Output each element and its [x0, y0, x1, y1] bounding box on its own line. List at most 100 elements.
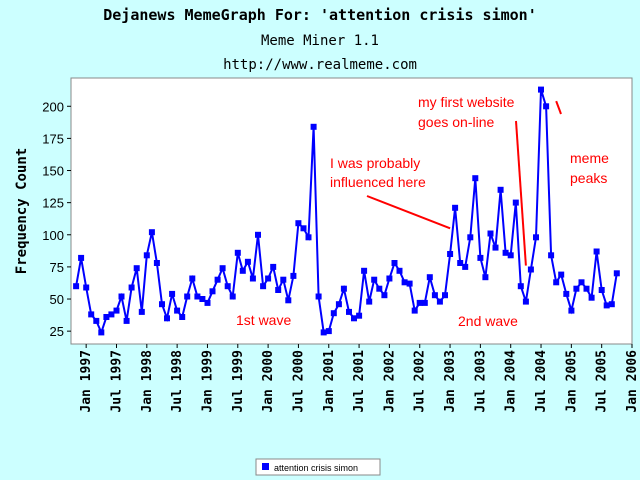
data-point	[431, 292, 438, 299]
data-point	[98, 329, 105, 336]
data-point	[366, 298, 373, 305]
data-point	[492, 244, 499, 251]
x-tick-label: Jan 2003	[443, 350, 458, 413]
annotation-meme-peaks: meme peaks	[570, 150, 609, 186]
data-point	[285, 297, 292, 304]
legend-label: attention crisis simon	[274, 463, 358, 473]
data-point	[613, 270, 620, 277]
x-tick-label: Jul 1997	[109, 350, 124, 413]
data-point	[472, 175, 479, 182]
data-point	[194, 293, 201, 300]
data-point	[346, 308, 352, 315]
y-tick-label: 200	[42, 99, 64, 114]
data-point	[310, 123, 317, 130]
data-point	[224, 283, 231, 290]
data-point	[330, 310, 337, 317]
y-axis: 25 50 75 100 125 150 175 200	[42, 99, 71, 339]
data-point	[452, 204, 459, 211]
data-point	[315, 293, 322, 300]
x-tick-label: Jul 2004	[534, 350, 549, 413]
y-tick-label: 25	[50, 324, 64, 339]
data-point	[487, 230, 494, 237]
data-point	[497, 186, 504, 193]
data-point	[169, 290, 176, 297]
data-point	[88, 311, 95, 318]
data-point	[234, 249, 241, 256]
data-point	[78, 254, 85, 261]
data-point	[608, 301, 615, 308]
data-point	[209, 288, 216, 295]
data-point	[214, 276, 221, 283]
data-point	[174, 307, 181, 314]
data-point	[507, 252, 514, 259]
data-point	[73, 283, 80, 290]
annotation-arrow	[515, 120, 527, 266]
data-point	[517, 283, 524, 290]
data-point	[527, 266, 534, 273]
x-tick-label: Jan 1997	[79, 350, 94, 413]
data-point	[123, 317, 130, 324]
y-tick-label: 175	[42, 131, 64, 146]
chart-url: http://www.realmeme.com	[223, 57, 417, 73]
data-point	[295, 220, 302, 227]
data-point	[553, 279, 560, 286]
data-point	[143, 252, 150, 259]
data-point	[138, 308, 145, 315]
data-point	[239, 267, 246, 274]
data-point	[512, 199, 519, 206]
data-point	[477, 254, 484, 261]
data-point	[189, 275, 196, 282]
legend-marker	[262, 463, 269, 470]
data-point	[568, 307, 575, 314]
y-tick-label: 75	[50, 260, 64, 275]
x-tick-label: Jul 2005	[595, 350, 610, 413]
data-point	[148, 229, 155, 236]
data-point	[462, 263, 469, 270]
chart-subtitle: Meme Miner 1.1	[261, 33, 379, 49]
data-point	[386, 275, 393, 282]
x-tick-label: Jul 1999	[231, 350, 246, 413]
y-tick-label: 125	[42, 196, 64, 211]
x-tick-label: Jan 2002	[382, 350, 397, 413]
data-point	[467, 234, 474, 241]
data-point	[83, 284, 90, 291]
data-point	[406, 280, 413, 287]
x-tick-label: Jan 1998	[140, 350, 155, 413]
data-point	[280, 276, 287, 283]
data-point	[457, 260, 464, 266]
annotation-1st-wave: 1st wave	[236, 312, 291, 328]
x-tick-label: Jan 1999	[200, 350, 215, 413]
annotation-arrow	[366, 195, 451, 230]
data-point	[249, 275, 256, 282]
data-point	[598, 287, 605, 293]
y-tick-label: 150	[42, 164, 64, 179]
data-point	[103, 314, 110, 320]
annotation-2nd-wave: 2nd wave	[458, 313, 518, 329]
data-point	[396, 267, 403, 274]
legend: attention crisis simon	[255, 458, 381, 476]
data-point	[421, 299, 428, 306]
data-point	[159, 301, 165, 308]
y-tick-label: 100	[42, 228, 64, 243]
data-point	[543, 103, 550, 110]
data-point	[164, 315, 170, 322]
data-point	[603, 302, 610, 309]
data-point	[153, 260, 160, 266]
x-tick-label: Jan 2001	[322, 350, 337, 413]
data-point	[118, 293, 125, 300]
data-point	[426, 274, 433, 281]
data-point	[583, 285, 590, 292]
data-point	[401, 279, 408, 286]
data-point	[204, 299, 211, 306]
series-layer	[73, 86, 620, 336]
data-point	[381, 292, 388, 299]
data-point	[442, 292, 448, 299]
x-tick-label: Jul 2003	[473, 350, 488, 413]
data-point	[351, 315, 357, 322]
data-point	[482, 274, 489, 281]
y-axis-label: Frequency Count	[14, 148, 30, 274]
data-point	[128, 284, 135, 291]
data-point	[588, 294, 595, 301]
data-point	[502, 249, 509, 256]
